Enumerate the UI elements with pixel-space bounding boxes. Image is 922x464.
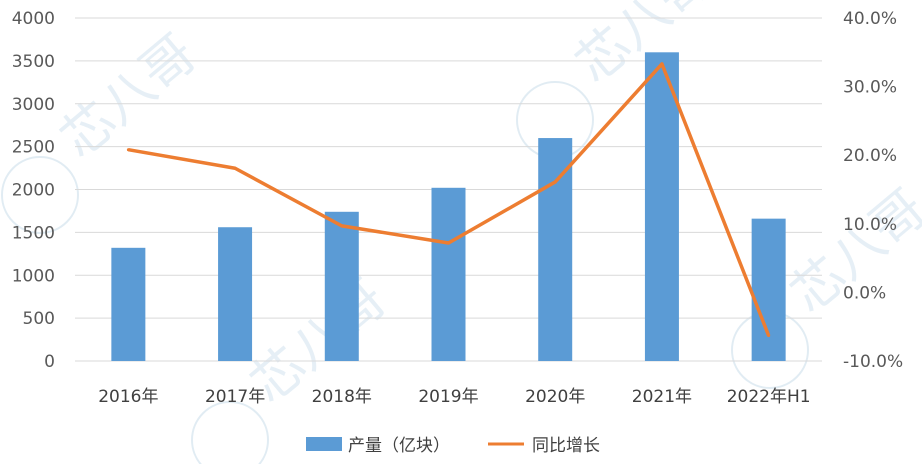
left-tick-label: 1500 (12, 223, 55, 243)
x-tick-label: 2016年 (98, 387, 158, 407)
bar (431, 187, 466, 361)
x-tick-label: 2021年 (632, 387, 692, 407)
right-tick-label: -10.0% (843, 352, 903, 372)
bar (538, 138, 573, 361)
left-tick-label: 500 (23, 309, 55, 329)
legend: 产量（亿块） 同比增长 (306, 436, 600, 456)
line-point (447, 241, 450, 245)
right-tick-label: 20.0% (843, 146, 897, 166)
line-point (660, 62, 664, 66)
line-point (767, 334, 771, 338)
x-tick-label: 2020年 (525, 387, 585, 407)
right-tick-label: 10.0% (843, 215, 897, 235)
left-tick-label: 1000 (12, 266, 55, 286)
line-point (340, 224, 344, 228)
watermark-logo-icon (191, 401, 269, 464)
watermark-logo-icon (1, 156, 79, 234)
right-axis: -10.0% 0.0% 10.0% 20.0% 30.0% 40.0% (843, 9, 903, 372)
left-tick-label: 0 (44, 352, 55, 372)
right-tick-label: 40.0% (843, 9, 897, 29)
left-tick-label: 3500 (12, 52, 55, 72)
watermark-text: 芯八哥 (565, 0, 723, 95)
bar (751, 218, 786, 361)
line-series (126, 62, 771, 338)
x-tick-label: 2017年 (205, 387, 265, 407)
left-tick-label: 2000 (12, 181, 55, 201)
left-tick-label: 3000 (12, 95, 55, 115)
legend-label-bar: 产量（亿块） (348, 436, 450, 456)
bar-series (111, 52, 786, 362)
bar (644, 52, 679, 362)
line-point (126, 148, 130, 152)
bar (324, 211, 359, 361)
right-tick-label: 0.0% (843, 283, 886, 303)
bar (218, 227, 253, 361)
line-point (553, 180, 557, 184)
line-point (233, 166, 237, 170)
x-tick-label: 2019年 (418, 387, 478, 407)
x-tick-label: 2022年H1 (727, 387, 811, 407)
x-axis: 2016年 2017年 2018年 2019年 2020年 2021年 2022年H1 (98, 387, 810, 407)
left-axis: 0 500 1000 1500 2000 2500 3000 3500 4000 (12, 9, 55, 372)
bar (111, 247, 146, 361)
x-tick-label: 2018年 (312, 387, 372, 407)
right-tick-label: 30.0% (843, 78, 897, 98)
legend-label-line: 同比增长 (532, 436, 600, 456)
left-tick-label: 2500 (12, 138, 55, 158)
left-tick-label: 4000 (12, 9, 55, 29)
legend-swatch-bar (306, 437, 342, 451)
